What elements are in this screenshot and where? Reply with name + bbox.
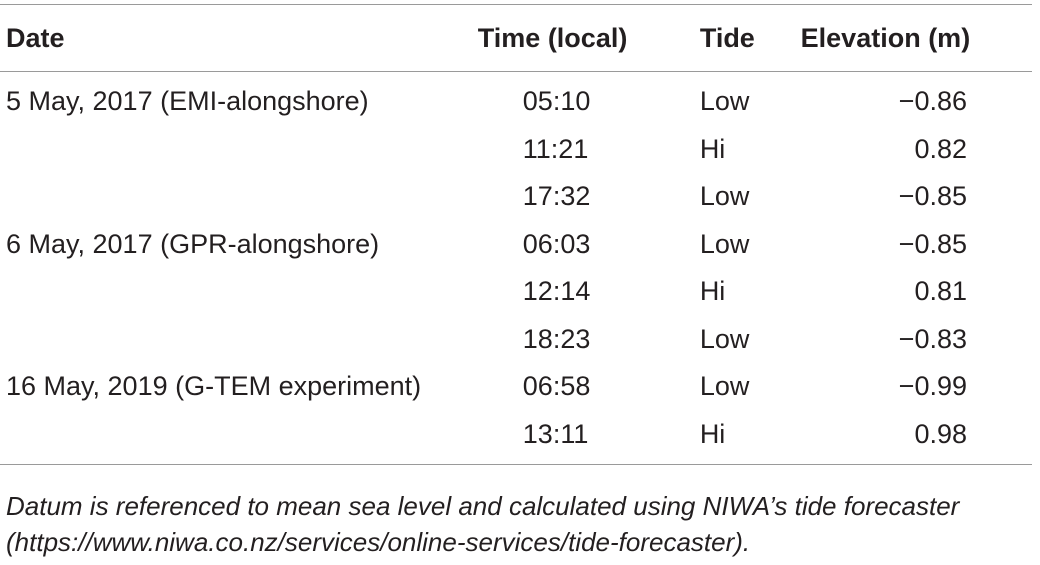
table-row: 5 May, 2017 (EMI-alongshore) 05:10 Low −0.8…: [0, 72, 1032, 126]
table-row: 12:14 Hi 0.81: [0, 268, 1032, 316]
table-footnote: Datum is referenced to mean sea level an…: [6, 488, 1036, 560]
footnote-line-1: Datum is referenced to mean sea level an…: [6, 491, 960, 521]
cell-time: 11:21: [522, 133, 589, 164]
cell-tide: Hi: [699, 133, 726, 164]
cell-elevation: −0.86: [898, 86, 967, 117]
cell-time: 18:23: [522, 323, 591, 354]
table-row: 11:21 Hi 0.82: [0, 126, 1032, 174]
cell-elevation: 0.81: [914, 276, 967, 307]
cell-elevation: −0.85: [898, 181, 967, 212]
cell-time: 06:58: [522, 371, 591, 402]
table-row: 16 May, 2019 (G-TEM experiment) 06:58 Low −…: [0, 363, 1032, 411]
header-tide: Tide: [699, 4, 801, 72]
header-time: Time (local): [477, 4, 700, 72]
cell-tide: Low: [699, 86, 750, 117]
cell-date: [0, 410, 478, 465]
header-elevation: Elevation (m): [800, 4, 1032, 72]
cell-elevation: −0.99: [898, 371, 967, 402]
table-body: 5 May, 2017 (EMI-alongshore) 05:10 Low −0.8…: [0, 72, 1032, 465]
cell-elevation: −0.85: [898, 228, 967, 259]
cell-time: 17:32: [522, 181, 591, 212]
cell-tide: Low: [699, 323, 750, 354]
table-row: 6 May, 2017 (GPR-alongshore) 06:03 Low −0.8…: [0, 221, 1032, 269]
header-row: Date Time (local) Tide Elevation (m): [0, 4, 1032, 72]
cell-elevation: 0.82: [914, 133, 967, 164]
cell-tide: Low: [699, 228, 750, 259]
cell-time: 06:03: [522, 228, 591, 259]
cell-date: [0, 316, 478, 364]
cell-tide: Low: [699, 181, 750, 212]
cell-date: [0, 268, 478, 316]
cell-date: [0, 126, 478, 174]
footnote-line-2: (https://www.niwa.co.nz/services/online-…: [6, 527, 751, 557]
cell-time: 05:10: [522, 86, 591, 117]
table-row: 18:23 Low −0.83: [0, 316, 1032, 364]
cell-date: 6 May, 2017 (GPR-alongshore): [6, 228, 380, 259]
cell-tide: Hi: [699, 410, 801, 465]
table-row: 13:11 Hi 0.98: [0, 410, 1032, 465]
header-date: Date: [0, 4, 478, 72]
cell-time: 12:14: [522, 276, 591, 307]
cell-time: 13:11: [477, 410, 700, 465]
cell-tide: Low: [699, 371, 750, 402]
cell-tide: Hi: [699, 276, 726, 307]
table-row: 17:32 Low −0.85: [0, 173, 1032, 221]
cell-elevation: 0.98: [800, 410, 1032, 465]
tide-table: Date Time (local) Tide Elevation (m) 5 M…: [0, 4, 1032, 465]
cell-date: 5 May, 2017 (EMI-alongshore): [6, 86, 369, 117]
table-header: Date Time (local) Tide Elevation (m): [0, 4, 1032, 72]
cell-date: 16 May, 2019 (G-TEM experiment): [6, 371, 422, 402]
cell-elevation: −0.83: [898, 323, 967, 354]
cell-date: [0, 173, 478, 221]
